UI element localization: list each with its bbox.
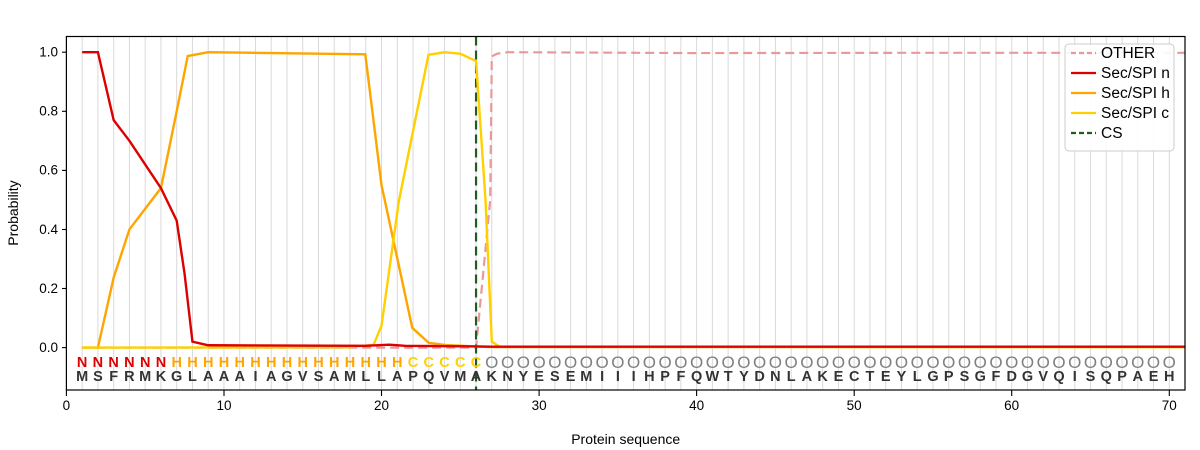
svg-text:S: S	[314, 369, 324, 385]
svg-text:M: M	[76, 369, 88, 385]
svg-text:P: P	[408, 369, 418, 385]
svg-text:Probability: Probability	[5, 180, 21, 245]
svg-text:N: N	[770, 369, 780, 385]
svg-text:E: E	[881, 369, 891, 385]
svg-text:H: H	[644, 369, 654, 385]
svg-text:Q: Q	[1053, 369, 1064, 385]
svg-text:H: H	[1164, 369, 1174, 385]
svg-text:S: S	[1086, 369, 1096, 385]
svg-text:K: K	[487, 369, 498, 385]
svg-text:0: 0	[63, 398, 71, 413]
svg-text:M: M	[454, 369, 466, 385]
svg-text:0.8: 0.8	[39, 104, 58, 119]
svg-text:A: A	[219, 369, 230, 385]
svg-text:I: I	[632, 369, 636, 385]
svg-text:G: G	[171, 369, 182, 385]
svg-text:20: 20	[374, 398, 389, 413]
svg-text:70: 70	[1162, 398, 1177, 413]
svg-text:P: P	[944, 369, 954, 385]
svg-text:Q: Q	[423, 369, 434, 385]
svg-text:M: M	[344, 369, 356, 385]
svg-text:50: 50	[847, 398, 862, 413]
svg-text:Y: Y	[897, 369, 907, 385]
svg-text:P: P	[1117, 369, 1127, 385]
svg-text:K: K	[817, 369, 828, 385]
svg-text:A: A	[802, 369, 813, 385]
svg-text:E: E	[1149, 369, 1159, 385]
svg-text:L: L	[188, 369, 197, 385]
svg-text:R: R	[124, 369, 135, 385]
svg-text:A: A	[203, 369, 214, 385]
svg-text:L: L	[361, 369, 370, 385]
svg-text:S: S	[960, 369, 970, 385]
svg-text:Y: Y	[739, 369, 749, 385]
svg-text:I: I	[253, 369, 257, 385]
svg-text:T: T	[724, 369, 733, 385]
svg-text:D: D	[1006, 369, 1016, 385]
svg-text:A: A	[392, 369, 403, 385]
svg-text:1.0: 1.0	[39, 45, 58, 60]
svg-text:K: K	[156, 369, 167, 385]
svg-text:N: N	[502, 369, 512, 385]
svg-text:W: W	[706, 369, 720, 385]
svg-text:V: V	[298, 369, 308, 385]
svg-text:CS: CS	[1101, 125, 1123, 142]
svg-text:E: E	[566, 369, 576, 385]
svg-text:Q: Q	[691, 369, 702, 385]
svg-text:F: F	[109, 369, 118, 385]
svg-text:G: G	[1022, 369, 1033, 385]
svg-text:Protein sequence: Protein sequence	[571, 431, 680, 447]
svg-text:V: V	[1038, 369, 1048, 385]
svg-text:C: C	[849, 369, 860, 385]
svg-text:I: I	[600, 369, 604, 385]
svg-text:10: 10	[216, 398, 231, 413]
svg-text:E: E	[534, 369, 544, 385]
svg-text:A: A	[471, 369, 482, 385]
svg-text:Y: Y	[518, 369, 528, 385]
svg-text:G: G	[975, 369, 986, 385]
svg-text:0.6: 0.6	[39, 163, 58, 178]
svg-text:P: P	[660, 369, 670, 385]
svg-text:Sec/SPI n: Sec/SPI n	[1101, 65, 1170, 82]
svg-text:L: L	[913, 369, 922, 385]
svg-text:Sec/SPI c: Sec/SPI c	[1101, 105, 1169, 122]
svg-text:S: S	[550, 369, 560, 385]
svg-text:L: L	[377, 369, 386, 385]
svg-text:M: M	[580, 369, 592, 385]
svg-text:F: F	[676, 369, 685, 385]
svg-text:A: A	[1133, 369, 1144, 385]
svg-text:A: A	[329, 369, 340, 385]
svg-text:F: F	[992, 369, 1001, 385]
svg-text:0.4: 0.4	[39, 222, 58, 237]
svg-text:40: 40	[689, 398, 704, 413]
svg-text:0.2: 0.2	[39, 281, 58, 296]
svg-text:E: E	[834, 369, 844, 385]
svg-text:T: T	[866, 369, 875, 385]
svg-text:A: A	[266, 369, 277, 385]
svg-text:A: A	[234, 369, 245, 385]
svg-text:D: D	[754, 369, 764, 385]
svg-text:60: 60	[1004, 398, 1019, 413]
svg-text:M: M	[139, 369, 151, 385]
svg-text:I: I	[616, 369, 620, 385]
svg-text:S: S	[93, 369, 103, 385]
svg-text:30: 30	[532, 398, 547, 413]
svg-text:L: L	[787, 369, 796, 385]
svg-text:I: I	[1073, 369, 1077, 385]
svg-text:0.0: 0.0	[39, 340, 58, 355]
svg-text:G: G	[281, 369, 292, 385]
svg-text:OTHER: OTHER	[1101, 45, 1155, 62]
svg-text:V: V	[440, 369, 450, 385]
svg-text:Sec/SPI h: Sec/SPI h	[1101, 85, 1170, 102]
svg-text:Q: Q	[1101, 369, 1112, 385]
svg-text:G: G	[927, 369, 938, 385]
